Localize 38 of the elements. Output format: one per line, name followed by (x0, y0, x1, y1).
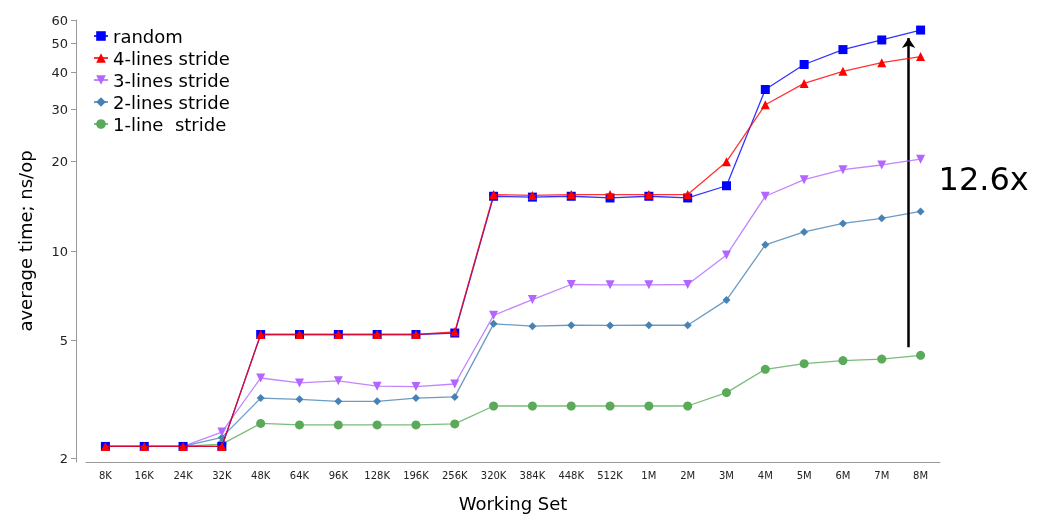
y-tick-label: 50 (51, 36, 68, 52)
x-tick-label: 196K (403, 469, 430, 481)
x-tick-label: 384K (519, 469, 546, 481)
x-tick-label: 32K (212, 469, 232, 481)
legend-label: random (113, 25, 183, 47)
x-axis-title: Working Set (458, 492, 568, 514)
x-tick-label: 256K (441, 469, 469, 481)
x-tick-label: 8M (913, 469, 929, 481)
y-tick-label: 40 (51, 64, 68, 80)
x-tick-label: 6M (835, 469, 851, 481)
legend-label: 4-lines stride (113, 47, 230, 69)
y-tick-label: 10 (51, 243, 68, 259)
y-tick-label: 30 (51, 101, 68, 117)
y-axis-title: average time; ns/op (14, 150, 36, 332)
x-tick-label: 24K (173, 469, 194, 481)
x-tick-label: 64K (289, 469, 310, 481)
x-tick-label: 96K (328, 469, 349, 481)
y-tick-label: 2 (59, 451, 68, 467)
y-tick-label: 60 (51, 12, 68, 28)
x-tick-label: 5M (796, 469, 812, 481)
legend-label: 2-lines stride (113, 91, 230, 113)
x-tick-label: 7M (874, 469, 890, 481)
x-tick-label: 2M (680, 469, 696, 481)
x-tick-label: 8K (98, 469, 113, 481)
legend-label: 1-line stride (113, 113, 227, 135)
x-tick-label: 3M (719, 469, 734, 481)
x-tick-label: 448K (558, 469, 585, 481)
y-tick-label: 20 (51, 154, 68, 170)
x-tick-label: 48K (251, 469, 271, 481)
annotation: 12.6x (938, 159, 1029, 198)
x-tick-label: 128K (364, 469, 391, 481)
x-tick-label: 320K (480, 469, 507, 481)
x-tick-label: 16K (134, 469, 155, 481)
x-tick-label: 1M (641, 469, 657, 481)
legend-label: 3-lines stride (113, 69, 230, 91)
x-tick-label: 4M (757, 469, 773, 481)
y-tick-label: 5 (59, 333, 68, 349)
x-tick-label: 512K (597, 469, 624, 481)
